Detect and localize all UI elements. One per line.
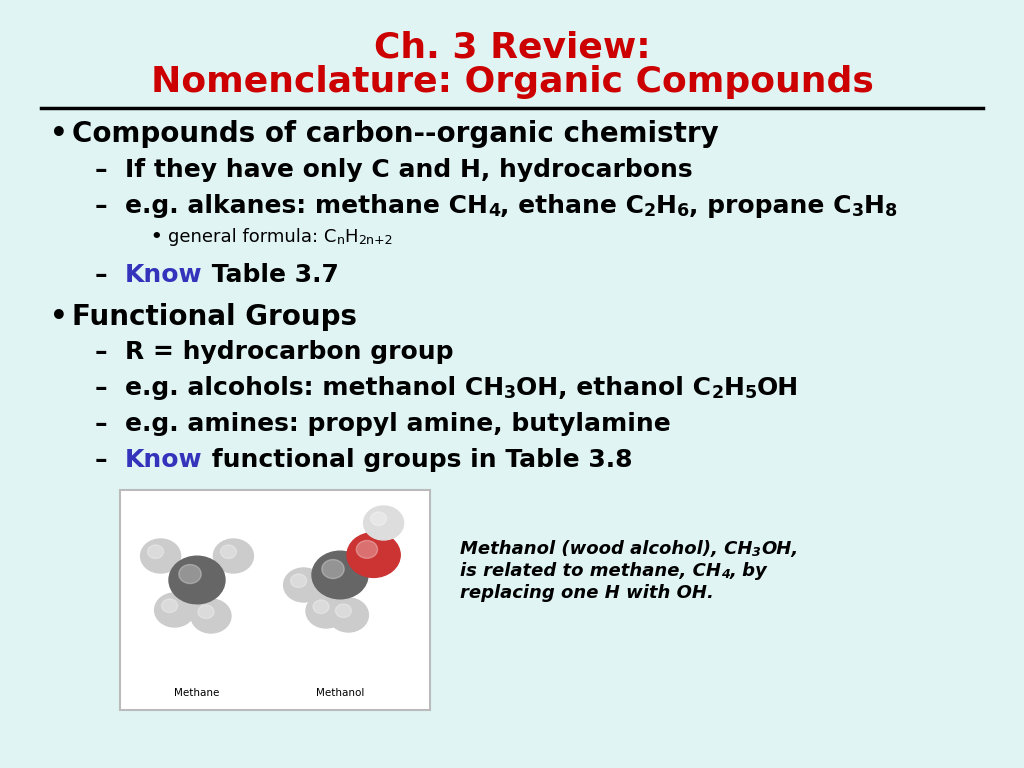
Text: is related to methane, CH: is related to methane, CH [460,562,721,580]
Text: 3: 3 [852,202,864,220]
Ellipse shape [329,598,369,632]
Text: Know: Know [125,263,203,287]
Text: •: • [50,120,68,148]
Ellipse shape [198,605,214,618]
Text: –: – [95,158,108,182]
Text: 2: 2 [644,202,656,220]
Text: R = hydrocarbon group: R = hydrocarbon group [125,340,454,364]
Text: Table 3.7: Table 3.7 [203,263,339,287]
Text: If they have only C and H, hydrocarbons: If they have only C and H, hydrocarbons [125,158,692,182]
Text: general formula: C: general formula: C [168,228,336,246]
Ellipse shape [312,551,368,599]
Text: OH: OH [757,376,799,400]
Text: –: – [95,263,108,287]
Ellipse shape [220,545,237,558]
Text: •: • [50,303,68,331]
Text: –: – [95,376,108,400]
Text: n: n [336,233,344,247]
Text: –: – [95,412,108,436]
Ellipse shape [371,512,387,525]
Text: 5: 5 [744,384,757,402]
Text: Methanol: Methanol [315,688,365,698]
Text: –: – [95,194,108,218]
Ellipse shape [284,568,324,602]
Ellipse shape [140,539,180,573]
Ellipse shape [147,545,164,558]
Ellipse shape [336,604,351,617]
Text: OH, ethanol C: OH, ethanol C [516,376,712,400]
Text: Know: Know [125,448,203,472]
Text: functional groups in Table 3.8: functional groups in Table 3.8 [203,448,632,472]
Text: , ethane C: , ethane C [500,194,644,218]
Ellipse shape [364,506,403,540]
Ellipse shape [169,556,225,604]
Text: H: H [864,194,885,218]
Text: 2: 2 [712,384,723,402]
Text: Methanol (wood alcohol), CH: Methanol (wood alcohol), CH [460,540,753,558]
Text: H: H [656,194,677,218]
Ellipse shape [291,574,306,588]
Text: Ch. 3 Review:: Ch. 3 Review: [374,30,650,64]
Text: Nomenclature: Organic Compounds: Nomenclature: Organic Compounds [151,65,873,99]
Text: replacing one H with OH.: replacing one H with OH. [460,584,714,602]
Ellipse shape [313,600,329,614]
Text: e.g. amines: propyl amine, butylamine: e.g. amines: propyl amine, butylamine [125,412,671,436]
Text: H: H [723,376,744,400]
Text: 4: 4 [487,202,500,220]
Ellipse shape [162,599,177,613]
Text: 6: 6 [677,202,689,220]
Text: e.g. alkanes: methane CH: e.g. alkanes: methane CH [125,194,487,218]
Ellipse shape [347,532,400,578]
FancyBboxPatch shape [120,490,430,710]
Text: Compounds of carbon--organic chemistry: Compounds of carbon--organic chemistry [72,120,719,148]
Text: –: – [95,448,108,472]
Text: •: • [150,228,162,246]
Text: Methane: Methane [174,688,220,698]
Text: 3: 3 [753,546,761,559]
Text: Functional Groups: Functional Groups [72,303,357,331]
Ellipse shape [155,593,195,627]
Text: 8: 8 [885,202,897,220]
Ellipse shape [356,541,378,558]
Text: 3: 3 [504,384,516,402]
Text: , propane C: , propane C [689,194,852,218]
Ellipse shape [191,599,231,633]
Text: OH,: OH, [761,540,799,558]
Text: H: H [344,228,357,246]
Text: 4: 4 [721,568,730,581]
Ellipse shape [322,560,344,578]
Text: , by: , by [730,562,768,580]
Ellipse shape [179,564,201,584]
Text: e.g. alcohols: methanol CH: e.g. alcohols: methanol CH [125,376,504,400]
Text: 2n+2: 2n+2 [357,233,392,247]
Ellipse shape [213,539,253,573]
Text: –: – [95,340,108,364]
Ellipse shape [306,594,346,628]
